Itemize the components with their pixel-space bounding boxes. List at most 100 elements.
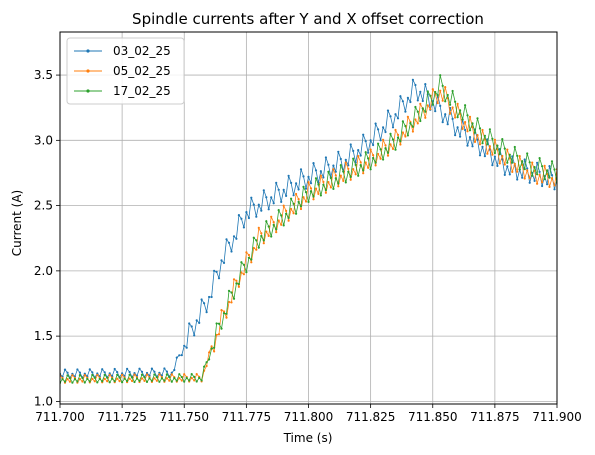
- data-point: [158, 373, 161, 376]
- data-point: [200, 298, 203, 301]
- data-point: [401, 120, 404, 123]
- data-point: [481, 145, 484, 148]
- data-point: [81, 380, 84, 383]
- data-point: [190, 373, 193, 376]
- data-point: [384, 147, 387, 150]
- data-point: [213, 346, 216, 349]
- data-point: [319, 194, 322, 197]
- data-point: [377, 152, 380, 156]
- data-point: [302, 175, 305, 178]
- data-point: [384, 130, 387, 134]
- data-point: [483, 155, 486, 158]
- data-point: [282, 204, 285, 207]
- data-point: [188, 379, 191, 382]
- data-point: [324, 188, 327, 192]
- data-point: [121, 373, 124, 376]
- data-point: [541, 165, 544, 168]
- data-point: [322, 183, 325, 186]
- data-point: [382, 138, 385, 141]
- data-point: [511, 170, 514, 173]
- data-point: [63, 368, 67, 371]
- data-point: [307, 175, 310, 178]
- data-point: [292, 212, 295, 215]
- data-point: [175, 356, 178, 359]
- data-point: [203, 302, 206, 305]
- data-point: [275, 181, 278, 184]
- data-point: [103, 373, 106, 376]
- data-point: [225, 312, 228, 315]
- data-point: [153, 373, 156, 376]
- data-point: [399, 143, 402, 146]
- x-tick-label: 711.775: [222, 410, 272, 424]
- data-point: [280, 223, 283, 226]
- data-point: [193, 379, 196, 382]
- data-point: [334, 170, 337, 173]
- data-point: [486, 143, 489, 146]
- data-point: [267, 234, 270, 237]
- data-point: [270, 196, 273, 199]
- chart-title: Spindle currents after Y and X offset co…: [132, 10, 484, 28]
- data-point: [357, 155, 360, 158]
- data-point: [406, 96, 409, 99]
- data-point: [419, 119, 422, 123]
- data-point: [237, 214, 240, 217]
- data-point: [108, 381, 111, 384]
- data-point: [222, 312, 226, 315]
- data-point: [337, 185, 340, 188]
- data-point: [237, 282, 240, 286]
- data-point: [434, 110, 437, 113]
- data-point: [506, 148, 509, 151]
- data-point: [240, 271, 243, 274]
- data-point: [337, 182, 340, 185]
- data-point: [359, 164, 362, 167]
- data-point: [372, 154, 375, 157]
- data-point: [297, 188, 300, 191]
- data-point: [538, 170, 541, 173]
- data-point: [441, 84, 444, 87]
- series-layer: [60, 74, 557, 384]
- data-point: [394, 128, 397, 132]
- data-point: [277, 219, 280, 222]
- data-point: [280, 200, 283, 203]
- data-point: [66, 378, 69, 381]
- x-axis-label: Time (s): [283, 431, 333, 445]
- data-point: [131, 379, 134, 383]
- data-point: [185, 376, 188, 380]
- data-point: [178, 354, 181, 357]
- data-point: [158, 380, 161, 383]
- data-point: [364, 140, 367, 143]
- data-point: [513, 145, 516, 149]
- data-point: [466, 114, 469, 117]
- data-point: [91, 373, 94, 377]
- data-point: [116, 377, 119, 380]
- data-point: [493, 155, 496, 158]
- data-point: [523, 158, 526, 161]
- data-point: [476, 138, 479, 141]
- x-tick-label: 711.750: [159, 410, 209, 424]
- data-point: [531, 161, 534, 164]
- data-point: [444, 86, 447, 89]
- data-point: [441, 121, 444, 124]
- data-point: [521, 163, 524, 166]
- data-point: [518, 155, 521, 158]
- data-point: [377, 142, 380, 145]
- data-point: [496, 164, 499, 167]
- data-point: [406, 115, 409, 118]
- data-point: [541, 184, 544, 188]
- data-point: [260, 209, 263, 212]
- x-tick-label: 711.825: [346, 410, 396, 424]
- data-point: [307, 200, 310, 203]
- data-point: [531, 174, 534, 177]
- data-point: [165, 377, 168, 380]
- data-point: [476, 117, 479, 120]
- data-point: [190, 325, 193, 328]
- data-point: [464, 121, 467, 124]
- data-point: [478, 127, 482, 130]
- data-point: [88, 380, 91, 383]
- data-point: [344, 181, 347, 184]
- data-point: [347, 164, 350, 167]
- data-point: [210, 345, 213, 348]
- data-point: [523, 177, 526, 180]
- data-point: [503, 147, 506, 150]
- data-point: [317, 183, 320, 186]
